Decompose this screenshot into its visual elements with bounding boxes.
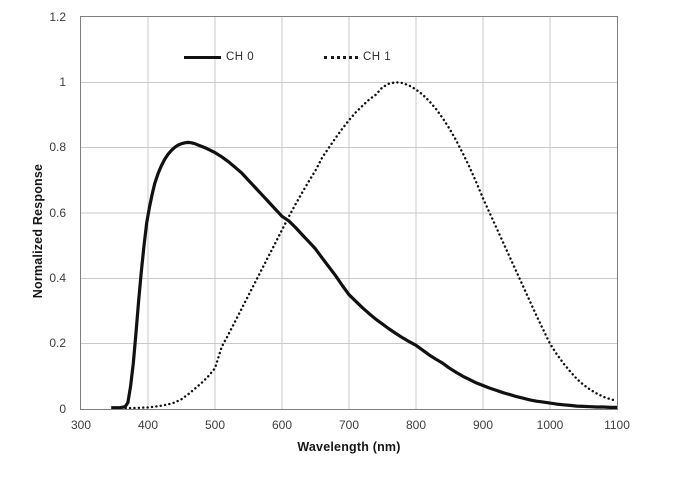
x-tick-label: 500 bbox=[204, 418, 226, 432]
legend-label-ch1: CH 1 bbox=[363, 51, 392, 63]
x-tick-label: 1000 bbox=[536, 418, 564, 432]
ch1-dotted-line-sample bbox=[324, 55, 358, 59]
legend-item-ch1: CH 1 bbox=[324, 49, 391, 65]
ch1-curve bbox=[120, 81, 617, 409]
x-tick-label: 700 bbox=[338, 418, 360, 432]
plot-svg bbox=[81, 17, 617, 409]
ch0-curve bbox=[111, 140, 617, 409]
y-tick-label: 1.2 bbox=[49, 9, 66, 24]
legend-item-ch0: CH 0 bbox=[184, 49, 254, 65]
y-tick-label: 0.8 bbox=[49, 140, 66, 155]
x-tick-label: 600 bbox=[271, 418, 293, 432]
x-tick-label: 800 bbox=[405, 418, 427, 432]
legend-label-ch0: CH 0 bbox=[226, 51, 255, 63]
y-tick-label: 0.6 bbox=[49, 205, 66, 220]
x-tick-label: 400 bbox=[137, 418, 159, 432]
x-tick-label: 900 bbox=[472, 418, 494, 432]
x-axis-title: Wavelength (nm) bbox=[297, 440, 401, 454]
y-tick-label: 0.2 bbox=[49, 336, 66, 351]
x-tick-label: 1100 bbox=[604, 418, 630, 432]
y-axis-title: Normalized Response bbox=[31, 163, 45, 299]
y-tick-label: 0 bbox=[59, 401, 66, 416]
plot-area: CH 0 CH 1 bbox=[80, 16, 618, 410]
ch0-solid-line-sample bbox=[184, 55, 221, 59]
y-tick-label: 1 bbox=[59, 74, 66, 89]
y-tick-label: 0.4 bbox=[49, 270, 66, 285]
x-tick-label: 300 bbox=[70, 418, 92, 432]
